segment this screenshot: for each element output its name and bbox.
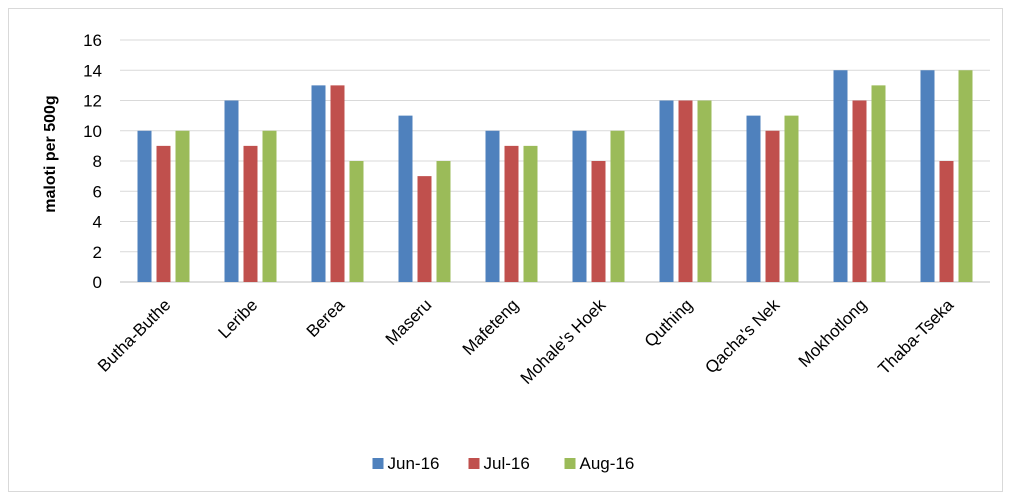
bar [175,130,190,282]
bar [765,130,780,282]
bar [833,70,848,282]
x-tick-label: Leribe [214,295,261,342]
x-tick-label: Butha-Buthe [94,295,174,375]
x-tick-label: Quthing [641,295,697,351]
y-tick-label: 4 [93,213,102,232]
bar [436,161,451,282]
bar [330,85,345,282]
x-tick-label: Qacha's Nek [701,295,783,377]
bar [156,145,171,282]
bar [939,161,954,282]
bar [659,100,674,282]
bar [523,145,538,282]
x-tick-label: Mafeteng [459,295,523,359]
bar [137,130,152,282]
bar [485,130,500,282]
bar [871,85,886,282]
bar [572,130,587,282]
bar [784,115,799,282]
bar [678,100,693,282]
bar [610,130,625,282]
y-tick-label: 14 [83,61,102,80]
bars [137,70,973,282]
y-axis-ticks: 0 2 4 6 8 10 12 14 16 [83,31,102,292]
x-tick-label: Mohale's Hoek [517,295,610,388]
x-tick-label: Mokhotlong [795,295,871,371]
bar [504,145,519,282]
legend-swatch [468,458,480,469]
bar [311,85,326,282]
legend: Jun-16 Jul-16 Aug-16 [372,454,635,473]
legend-label: Jun-16 [388,454,440,473]
legend-swatch [564,458,576,469]
y-tick-label: 16 [83,31,102,50]
y-axis-title: maloti per 500g [42,95,59,212]
y-tick-label: 0 [93,273,102,292]
bar [398,115,413,282]
x-axis-labels: Butha-Buthe Leribe Berea Maseru MafetengMoha… [94,295,958,388]
legend-swatch [372,458,384,469]
y-tick-label: 12 [83,92,102,111]
x-tick-label: Thaba-Tseka [874,295,957,378]
x-tick-label: Berea [303,295,349,341]
bar [697,100,712,282]
bar [746,115,761,282]
bar [417,176,432,282]
bar [852,100,867,282]
x-tick-label: Maseru [382,295,436,349]
bar [958,70,973,282]
legend-label: Jul-16 [484,454,530,473]
bar [243,145,258,282]
legend-label: Aug-16 [580,454,635,473]
y-tick-label: 8 [93,152,102,171]
bar [920,70,935,282]
bar [591,161,606,282]
bar-chart: maloti per 500g 0 2 4 6 8 10 12 14 16 Butha-Buth… [42,31,990,473]
y-tick-label: 10 [83,122,102,141]
chart-container: maloti per 500g 0 2 4 6 8 10 12 14 16 Butha-Buth… [8,8,1003,492]
y-tick-label: 6 [93,182,102,201]
bar [224,100,239,282]
y-tick-label: 2 [93,243,102,262]
bar [262,130,277,282]
bar [349,161,364,282]
